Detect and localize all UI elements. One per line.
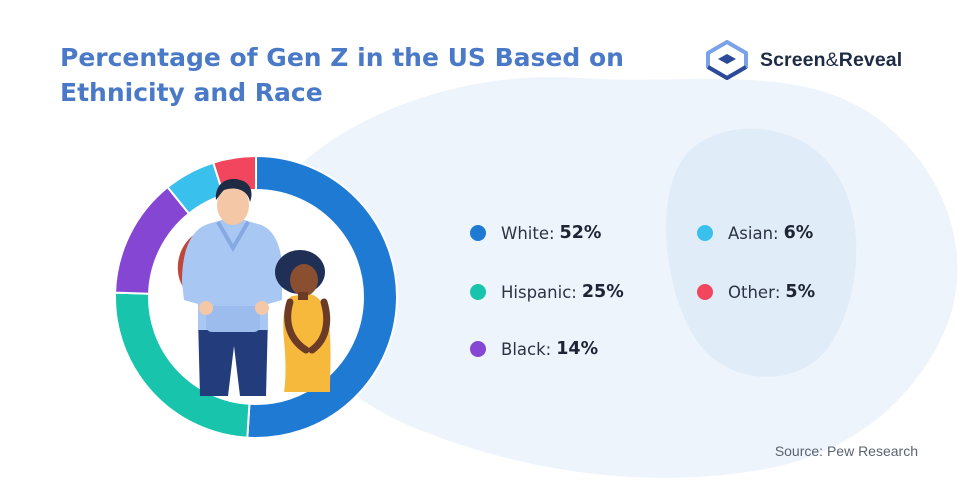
girl-dress <box>283 294 331 392</box>
legend-dot-other <box>697 284 713 300</box>
two-young-people-illustration <box>177 178 331 396</box>
brand-ampersand: & <box>825 48 839 71</box>
legend-item-white: White: 52% <box>470 220 601 246</box>
legend-item-other: Other: 5% <box>697 279 815 305</box>
legend-value: 14% <box>556 339 599 359</box>
legend-value: 52% <box>559 223 602 243</box>
brand-logo: Screen&Reveal <box>704 40 902 80</box>
legend-dot-white <box>470 225 486 241</box>
background-blob-small <box>666 128 857 377</box>
legend-item-hispanic: Hispanic: 25% <box>470 279 624 305</box>
legend-dot-asian <box>697 225 713 241</box>
legend-item-black: Black: 14% <box>470 336 598 362</box>
legend-dot-black <box>470 341 486 357</box>
brand-name-part2: Reveal <box>838 48 903 71</box>
brand-name: Screen&Reveal <box>760 49 902 72</box>
legend-value: 6% <box>783 223 814 243</box>
source-note: Source: Pew Research <box>774 443 918 459</box>
legend-dot-hispanic <box>470 284 486 300</box>
screen-and-reveal-logo-icon <box>706 40 748 80</box>
brand-name-part1: Screen <box>760 48 826 71</box>
girl-face <box>290 264 318 296</box>
legend-label: Asian <box>728 223 774 243</box>
boy-face <box>217 185 249 225</box>
legend-label: Hispanic <box>501 282 572 302</box>
legend-item-asian: Asian: 6% <box>697 220 813 246</box>
boy-hair <box>215 178 252 202</box>
boy-trousers <box>198 318 268 396</box>
legend-label: Black <box>501 339 546 359</box>
donut-segment-white <box>246 154 398 439</box>
legend-value: 5% <box>785 282 816 302</box>
legend-value: 25% <box>581 282 624 302</box>
legend-label: White <box>501 223 549 243</box>
legend-label: Other <box>728 282 775 302</box>
chart-title: Percentage of Gen Z in the US Based on E… <box>60 43 624 107</box>
